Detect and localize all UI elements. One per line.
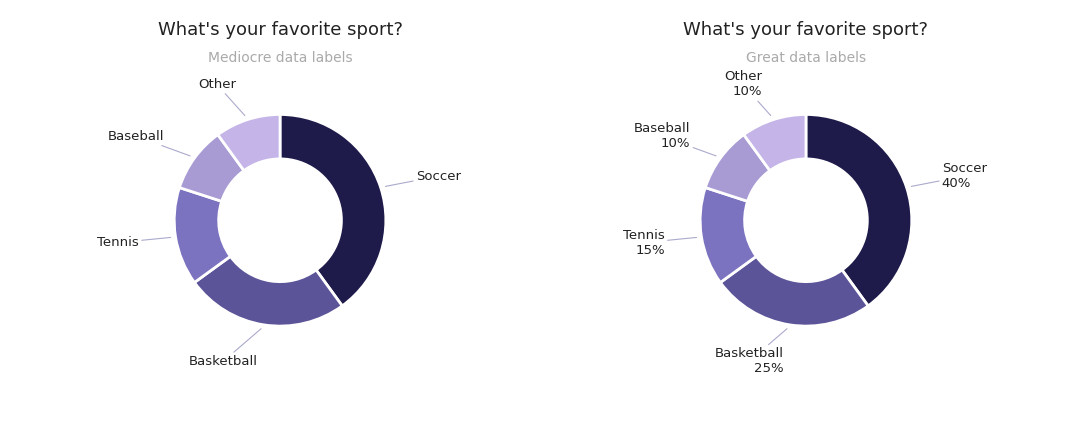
Wedge shape bbox=[705, 135, 770, 201]
Wedge shape bbox=[806, 115, 912, 306]
Text: Basketball: Basketball bbox=[189, 329, 261, 368]
Text: Soccer
40%: Soccer 40% bbox=[911, 162, 987, 190]
Text: Basketball
25%: Basketball 25% bbox=[715, 329, 787, 376]
Text: Other
10%: Other 10% bbox=[723, 70, 771, 115]
Text: Baseball
10%: Baseball 10% bbox=[634, 123, 716, 156]
Wedge shape bbox=[174, 188, 230, 282]
Wedge shape bbox=[720, 256, 868, 326]
Title: What's your favorite sport?: What's your favorite sport? bbox=[157, 21, 403, 39]
Text: Great data labels: Great data labels bbox=[746, 51, 866, 65]
Text: Other: Other bbox=[198, 78, 244, 115]
Wedge shape bbox=[280, 115, 386, 306]
Text: Tennis: Tennis bbox=[97, 236, 171, 249]
Text: Baseball: Baseball bbox=[108, 130, 190, 156]
Wedge shape bbox=[744, 115, 806, 171]
Text: Mediocre data labels: Mediocre data labels bbox=[207, 51, 352, 65]
Wedge shape bbox=[179, 135, 244, 201]
Text: Tennis
15%: Tennis 15% bbox=[623, 229, 696, 257]
Wedge shape bbox=[194, 256, 342, 326]
Wedge shape bbox=[218, 115, 280, 171]
Wedge shape bbox=[700, 188, 756, 282]
Title: What's your favorite sport?: What's your favorite sport? bbox=[683, 21, 929, 39]
Text: Soccer: Soccer bbox=[386, 170, 460, 187]
